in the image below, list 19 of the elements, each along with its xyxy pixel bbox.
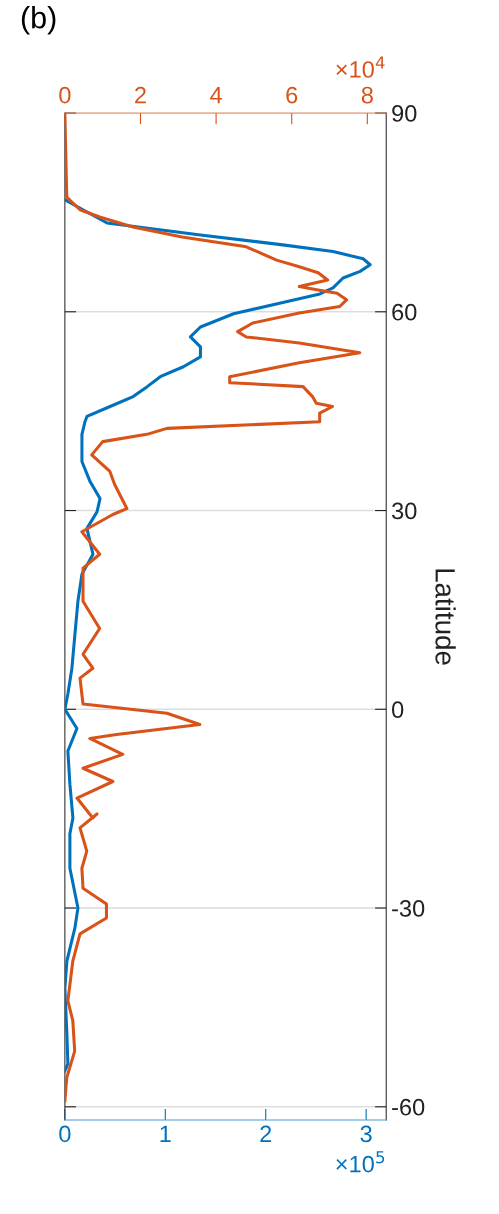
x-tick-label: 0 — [59, 1125, 71, 1143]
y-tick-label: 60 — [392, 303, 417, 321]
x2-tick-label: 4 — [210, 87, 222, 104]
y-tick-label: -60 — [392, 1098, 425, 1116]
x-axis-title: ×10$^{5}$ — [336, 1151, 385, 1173]
x2-tick-label: 8 — [361, 86, 373, 104]
x2-tick-label: 0 — [59, 86, 71, 104]
y-tick-label: 30 — [391, 502, 417, 520]
x2-axis-title: ×10$^{4}$ — [336, 56, 385, 78]
y-tick-label: -30 — [392, 900, 425, 917]
x2-tick-label: 2 — [135, 86, 146, 104]
x2-tick-label: 6 — [286, 86, 298, 104]
x-tick-label: 3 — [360, 1125, 372, 1143]
y-axis-title: Latitude — [435, 569, 456, 665]
y-tick-label: 90 — [392, 105, 417, 122]
chart-title: (b) — [21, 6, 56, 35]
x-tick-label: 1 — [160, 1125, 171, 1143]
y-tick-label: 0 — [392, 701, 404, 719]
x-tick-label: 2 — [260, 1125, 272, 1143]
